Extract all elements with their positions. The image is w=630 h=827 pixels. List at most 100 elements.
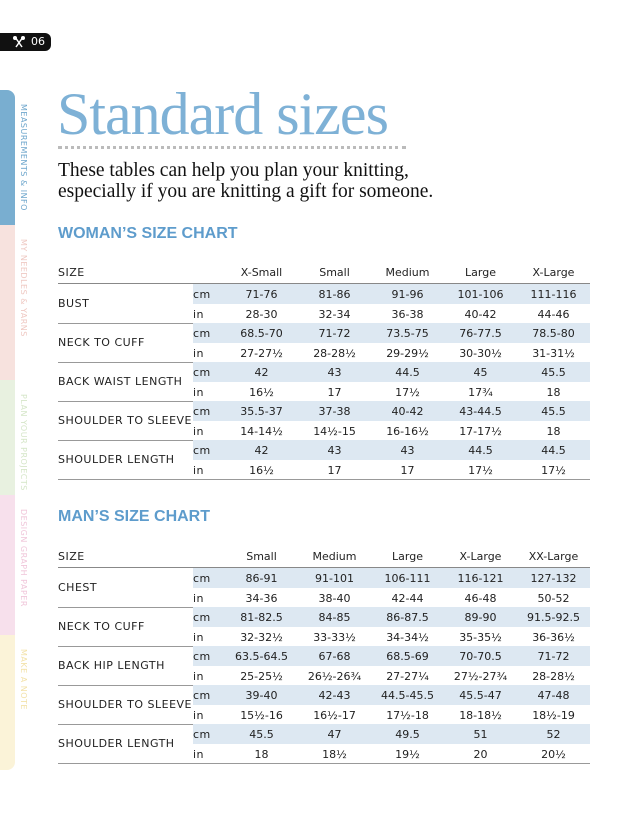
cell-value: 52 <box>546 728 561 741</box>
cell-value: 42-44 <box>391 591 424 605</box>
unit-label: cm <box>193 728 211 741</box>
cell-value: 89-90 <box>464 611 497 624</box>
row-label: SHOULDER TO SLEEVE <box>58 413 193 427</box>
unit-label: cm <box>193 572 211 585</box>
unit-label: in <box>193 463 205 477</box>
cell-value: 36-38 <box>391 307 424 321</box>
cell-value: 44.5-45.5 <box>381 689 434 702</box>
cell-value: 17½ <box>395 385 420 399</box>
cell-value: 16-16½ <box>386 424 429 438</box>
cell-value: 45.5 <box>541 405 566 418</box>
page-badge: 06 <box>0 33 51 51</box>
unit-label: cm <box>193 288 211 301</box>
page-number: 06 <box>31 35 45 48</box>
row-label: SHOULDER LENGTH <box>58 736 175 750</box>
cell-value: 86-91 <box>245 572 278 585</box>
column-header: Large <box>465 266 496 279</box>
cell-value: 51 <box>473 728 488 741</box>
cell-value: 81-82.5 <box>240 611 283 624</box>
column-header: Small <box>246 550 277 563</box>
cell-value: 18½-19 <box>532 708 575 722</box>
cell-value: 45.5 <box>541 366 566 379</box>
cell-value: 91-101 <box>315 572 354 585</box>
cell-value: 40-42 <box>464 307 497 321</box>
row-label: BUST <box>58 296 90 310</box>
cm-row-bg <box>193 284 590 304</box>
column-header: X-Large <box>532 266 575 279</box>
cell-value: 18½ <box>322 747 347 761</box>
row-label: NECK TO CUFF <box>58 335 145 349</box>
cell-value: 44-46 <box>537 307 570 321</box>
cell-value: 17¾ <box>468 385 493 399</box>
column-header: XX-Large <box>528 550 579 563</box>
cell-value: 28-28½ <box>313 346 356 360</box>
cell-value: 106-111 <box>384 572 431 585</box>
intro: These tables can help you plan your knit… <box>58 160 433 202</box>
cell-value: 63.5-64.5 <box>235 650 288 663</box>
column-header: Medium <box>385 266 430 279</box>
cell-value: 27-27½ <box>240 346 283 360</box>
row-label: CHEST <box>58 580 98 594</box>
cell-value: 18 <box>546 424 561 438</box>
sidebar-tab-label: PLAN YOUR PROJECTS <box>19 394 28 491</box>
row-rule <box>58 763 590 764</box>
unit-label: in <box>193 385 205 399</box>
cell-value: 35.5-37 <box>240 405 283 418</box>
cell-value: 50-52 <box>537 591 570 605</box>
cell-value: 28-30 <box>245 307 278 321</box>
cell-value: 67-68 <box>318 650 351 663</box>
unit-label: in <box>193 307 205 321</box>
unit-label: in <box>193 747 205 761</box>
cell-value: 76-77.5 <box>459 327 502 340</box>
intro-line: especially if you are knitting a gift fo… <box>58 181 434 202</box>
cell-value: 19½ <box>395 747 420 761</box>
cell-value: 46-48 <box>464 591 497 605</box>
cell-value: 17 <box>400 463 415 477</box>
sidebar-tab-label: DESIGN GRAPH PAPER <box>19 509 28 607</box>
cell-value: 116-121 <box>457 572 504 585</box>
cell-value: 47-48 <box>537 689 570 702</box>
cell-value: 36-36½ <box>532 630 575 644</box>
intro-line: These tables can help you plan your knit… <box>58 160 409 181</box>
cell-value: 47 <box>327 728 342 741</box>
cell-value: 44.5 <box>395 366 420 379</box>
cell-value: 39-40 <box>245 689 278 702</box>
column-header: Medium <box>312 550 357 563</box>
cell-value: 40-42 <box>391 405 424 418</box>
cm-row-bg <box>193 440 590 460</box>
cell-value: 73.5-75 <box>386 327 429 340</box>
cell-value: 81-86 <box>318 288 351 301</box>
cell-value: 91-96 <box>391 288 424 301</box>
row-rule <box>58 479 590 480</box>
cell-value: 78.5-80 <box>532 327 575 340</box>
unit-label: in <box>193 708 205 722</box>
cell-value: 45.5 <box>249 728 274 741</box>
cell-value: 17½ <box>541 463 566 477</box>
cell-value: 16½ <box>249 463 274 477</box>
row-label: BACK HIP LENGTH <box>58 658 165 672</box>
cell-value: 101-106 <box>457 288 504 301</box>
cell-value: 43 <box>327 444 342 457</box>
unit-label: in <box>193 669 205 683</box>
cell-value: 127-132 <box>530 572 577 585</box>
sidebar-tab <box>0 380 15 495</box>
cell-value: 32-32½ <box>240 630 283 644</box>
header-rule <box>58 567 590 568</box>
cell-value: 34-34½ <box>386 630 429 644</box>
column-header: Large <box>392 550 423 563</box>
cm-row-bg <box>193 362 590 382</box>
cell-value: 49.5 <box>395 728 420 741</box>
cell-value: 31-31½ <box>532 346 575 360</box>
column-header: X-Large <box>459 550 502 563</box>
column-header: SIZE <box>58 266 85 279</box>
cell-value: 15½-16 <box>240 708 283 722</box>
cell-value: 18-18½ <box>459 708 502 722</box>
sidebar-tab-label: MEASUREMENTS & INFO <box>19 104 28 211</box>
cell-value: 34-36 <box>245 591 278 605</box>
cm-row-bg <box>193 323 590 343</box>
cell-value: 32-34 <box>318 307 351 321</box>
unit-label: cm <box>193 611 211 624</box>
cell-value: 26½-26¾ <box>307 669 362 683</box>
row-label: SHOULDER TO SLEEVE <box>58 697 193 711</box>
